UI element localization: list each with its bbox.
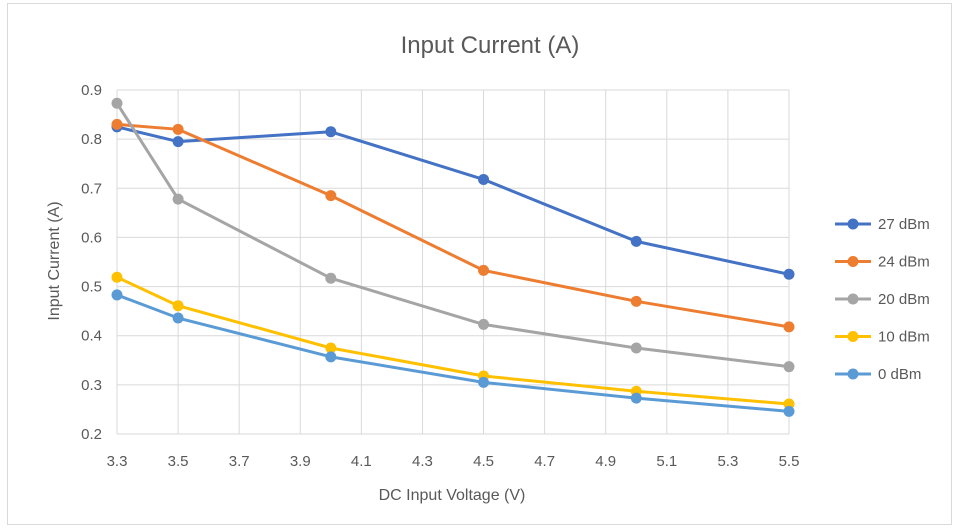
data-point [630,295,642,307]
data-point [325,351,337,363]
series-20-dbm [111,97,795,373]
data-point [478,264,490,276]
series-line [115,102,790,369]
legend-marker [847,293,859,305]
data-point [783,361,795,373]
data-point [325,342,337,354]
x-tick-label: 3.9 [290,453,311,470]
legend-label: 27 dBm [878,216,930,233]
gridlines [116,89,790,435]
x-axis-title: DC Input Voltage (V) [379,487,526,504]
x-tick-label: 3.5 [168,453,189,470]
series-line [116,122,790,329]
data-point [111,289,123,301]
legend-marker [847,256,859,267]
legend-label: 10 dBm [878,329,930,346]
series-line [116,293,790,413]
data-point [325,190,337,202]
series-24-dbm [111,118,795,333]
x-tick-label: 4.7 [534,453,555,470]
y-axis-tick-labels: 0.2 0.3 0.4 0.5 0.6 0.7 0.8 0.9 [81,82,102,443]
data-point [172,300,184,312]
legend-item: 24 dBm [835,254,930,271]
legend-marker [847,218,859,230]
data-point [783,321,795,333]
data-point [172,193,184,205]
y-tick-label: 0.8 [81,131,102,148]
data-point [478,376,490,388]
data-point [325,272,337,284]
y-tick-label: 0.9 [81,82,102,99]
legend: 27 dBm 24 dBm 20 dBm 10 dBm 0 dBm [835,216,930,383]
legend-item: 10 dBm [835,329,930,346]
x-tick-label: 3.3 [107,453,128,470]
data-point [111,271,123,283]
x-tick-label: 5.1 [656,453,677,470]
data-point [172,136,184,148]
data-point [111,118,123,130]
legend-item: 27 dBm [835,216,930,233]
series-0-dbm [111,289,795,417]
x-tick-label: 5.5 [779,453,800,470]
legend-marker [847,368,859,380]
x-axis-tick-labels: 3.3 3.5 3.7 3.9 4.1 4.3 4.5 4.7 4.9 5.1 5.3 5.5 [107,453,800,470]
series-10-dbm [111,271,795,410]
legend-item: 20 dBm [835,291,930,308]
x-tick-label: 4.1 [351,453,372,470]
data-point [478,173,490,185]
x-tick-label: 4.9 [595,453,616,470]
y-tick-label: 0.4 [81,328,102,345]
legend-marker [847,331,859,342]
legend-item: 0 dBm [835,366,921,383]
data-point [630,392,642,404]
series-line [116,275,790,406]
data-point [630,235,642,247]
x-tick-label: 4.3 [412,453,433,470]
y-tick-label: 0.6 [81,229,102,246]
data-point [630,342,642,354]
legend-label: 0 dBm [878,366,921,383]
legend-label: 20 dBm [878,291,930,308]
data-point [783,405,795,417]
y-tick-label: 0.3 [81,377,102,394]
data-point [111,97,123,109]
y-tick-label: 0.7 [81,180,102,197]
x-tick-label: 3.7 [229,453,250,470]
y-tick-label: 0.5 [81,279,102,296]
y-tick-label: 0.2 [81,426,102,443]
data-point [478,318,490,330]
y-axis-title: Input Current (A) [46,201,63,320]
data-point [325,126,337,138]
data-point [783,268,795,280]
x-tick-label: 4.5 [473,453,494,470]
x-tick-label: 5.3 [717,453,738,470]
legend-label: 24 dBm [878,254,930,271]
series-layer [111,97,795,417]
series-line [116,125,790,276]
data-point [172,312,184,324]
chart-title: Input Current (A) [401,32,580,59]
data-point [172,123,184,135]
